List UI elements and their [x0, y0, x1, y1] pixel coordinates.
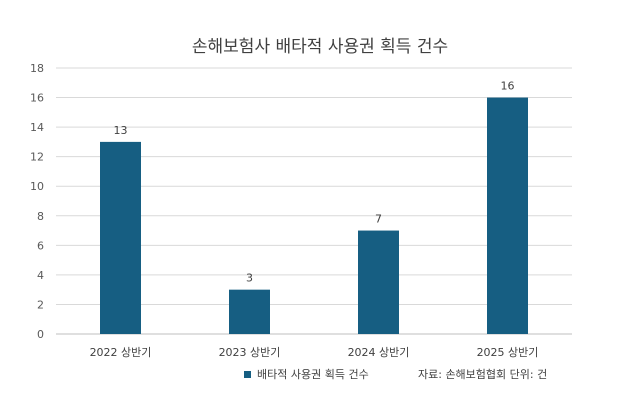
y-tick-label: 4 [37, 269, 44, 282]
y-tick-label: 14 [30, 121, 44, 134]
y-tick-label: 18 [30, 62, 44, 75]
y-tick-label: 8 [37, 210, 44, 223]
data-label: 3 [246, 272, 253, 285]
legend-swatch [244, 370, 251, 378]
y-tick-label: 2 [37, 298, 44, 311]
data-label: 7 [375, 213, 382, 226]
legend: 배타적 사용권 획득 건수 [244, 366, 369, 382]
x-tick-label: 2024 상반기 [348, 346, 410, 359]
y-tick-label: 6 [37, 239, 44, 252]
bar [358, 230, 399, 334]
bar [229, 289, 270, 334]
y-tick-label: 16 [30, 92, 44, 105]
source-note: 자료: 손해보험협회 단위: 건 [418, 368, 548, 381]
data-label: 16 [501, 80, 515, 93]
data-labels: 13 3 7 16 [114, 80, 515, 285]
gridlines [56, 67, 572, 335]
legend-label: 배타적 사용권 획득 건수 [257, 368, 369, 381]
chart-title: 손해보험사 배타적 사용권 획득 건수 [191, 37, 449, 57]
y-axis-ticks: 0 2 4 6 8 10 12 14 16 18 [30, 62, 44, 341]
x-tick-label: 2023 상반기 [219, 346, 281, 359]
x-tick-label: 2025 상반기 [477, 346, 539, 359]
y-tick-label: 10 [30, 180, 44, 193]
bar [100, 141, 141, 334]
bar [487, 97, 528, 334]
x-axis-ticks: 2022 상반기 2023 상반기 2024 상반기 2025 상반기 [90, 346, 539, 359]
x-tick-label: 2022 상반기 [90, 346, 152, 359]
bars [100, 97, 528, 334]
data-label: 13 [114, 124, 128, 137]
y-tick-label: 0 [37, 328, 44, 341]
y-tick-label: 12 [30, 151, 44, 164]
